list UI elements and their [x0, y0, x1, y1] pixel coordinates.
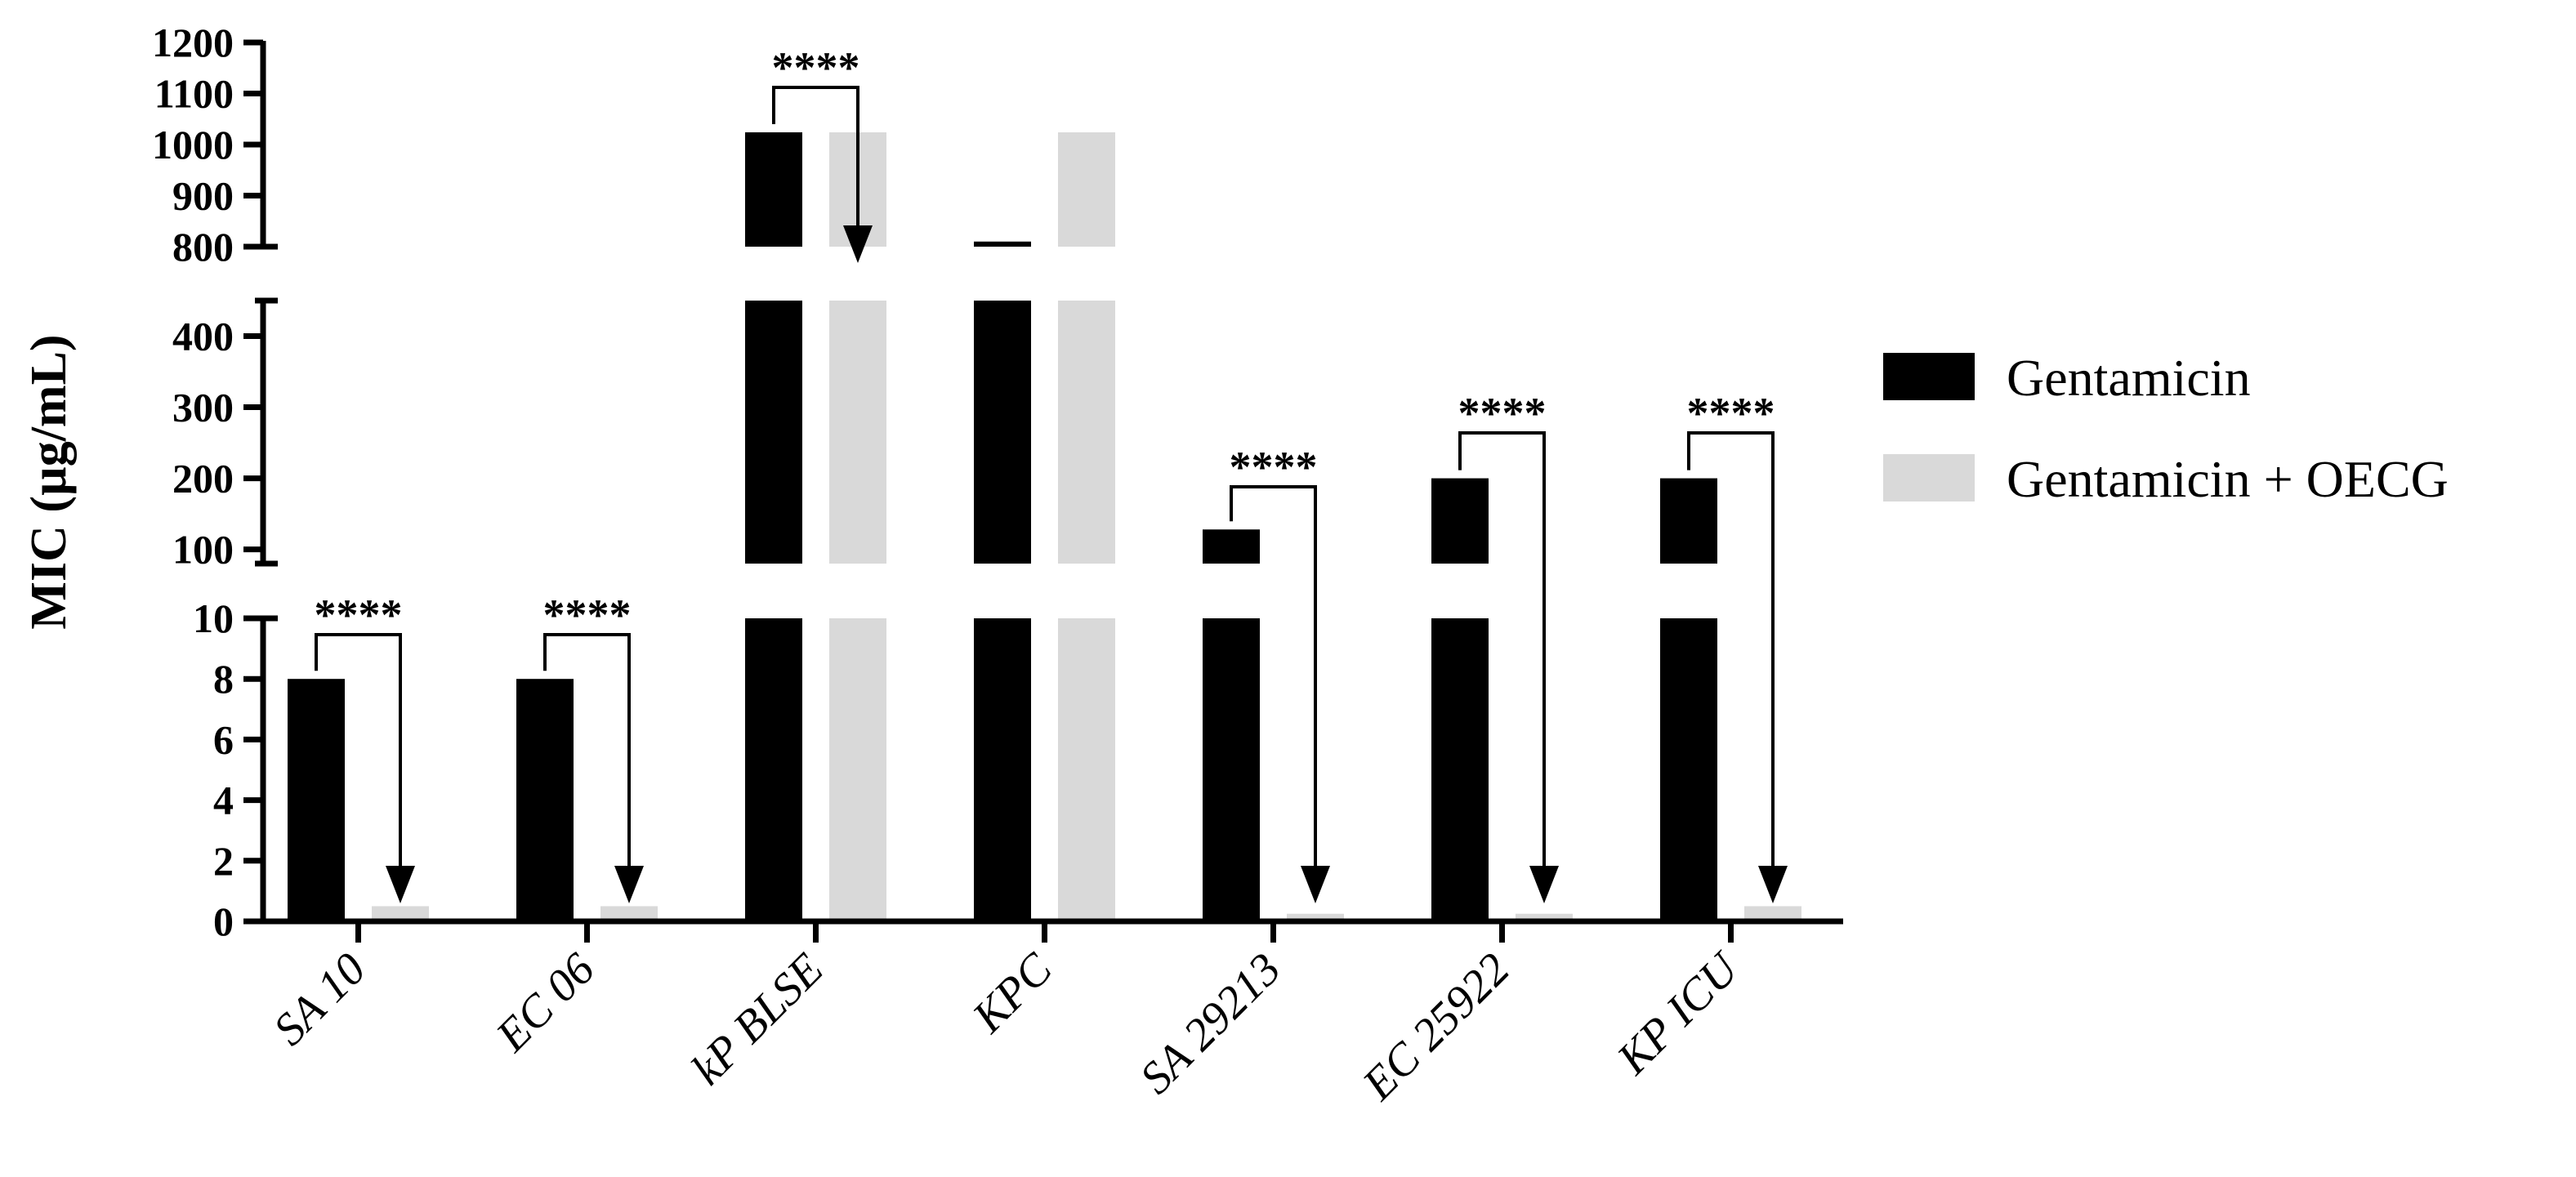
y-tick-label-8: 8 [213, 656, 234, 702]
y-tick-label-900: 900 [172, 173, 234, 219]
x-tick-label-4: SA 29213 [1131, 943, 1291, 1103]
bar-gentamicin-oecg-2 [829, 618, 886, 921]
y-tick-label-10: 10 [193, 595, 234, 641]
sig-bracket-0 [315, 633, 402, 871]
x-tick-label-1: EC 06 [486, 943, 605, 1062]
sig-bracket-1 [543, 633, 631, 871]
y-tick-label-300: 300 [172, 385, 234, 430]
significance: **** **** **** **** **** **** [315, 43, 1788, 903]
bar-gentamicin-3 [974, 618, 1031, 921]
bar-gentamicin-oecg-4 [1287, 913, 1344, 921]
y-tick-label-1100: 1100 [154, 71, 234, 117]
sig-arrowhead-6 [1758, 866, 1788, 903]
bar-gentamicin-6-seg1 [1660, 478, 1717, 564]
sig-label-0: **** [315, 591, 403, 640]
sig-bracket-2 [772, 86, 859, 230]
bar-gentamicin-6 [1660, 618, 1717, 921]
x-tick-label-3: KPC [962, 943, 1062, 1043]
legend-label-gentamicin-oecg: Gentamicin + OECG [2007, 450, 2449, 508]
sig-label-2: **** [772, 43, 860, 92]
x-tick-label-0: SA 10 [264, 943, 376, 1055]
sig-bracket-5 [1458, 431, 1546, 871]
bar-gentamicin-oecg-3 [1058, 618, 1115, 921]
legend-label-gentamicin: Gentamicin [2007, 349, 2251, 407]
y-tick-label-100: 100 [172, 527, 234, 573]
bar-gentamicin-4-seg1 [1203, 529, 1260, 564]
bar-gentamicin-4 [1203, 618, 1260, 921]
bar-gentamicin-oecg-5 [1516, 913, 1573, 921]
y-ticks: 0 2 4 6 8 10 100 200 300 400 800 900 1000 1100 1200 [152, 20, 263, 944]
bar-gentamicin-2-seg1 [745, 301, 802, 564]
sig-arrowhead-5 [1529, 866, 1559, 903]
bar-gentamicin-2-seg2 [745, 132, 802, 247]
x-tick-label-6: KP ICU [1607, 942, 1750, 1085]
legend: Gentamicin Gentamicin + OECG [1883, 349, 2449, 508]
bar-gentamicin-oecg-3-seg2 [1058, 132, 1115, 247]
x-categories: SA 10 EC 06 kP BLSE KPC SA 29213 EC 25922 KP I… [264, 921, 1750, 1110]
bar-gentamicin-oecg-0 [372, 906, 429, 921]
bar-gentamicin-0 [288, 679, 345, 921]
sig-bracket-4 [1230, 485, 1317, 871]
bar-gentamicin-5 [1431, 618, 1489, 921]
bar-gentamicin-oecg-6 [1744, 906, 1801, 921]
y-tick-label-2: 2 [213, 838, 234, 884]
bar-gentamicin-oecg-3-seg1 [1058, 301, 1115, 564]
sig-label-4: **** [1230, 443, 1318, 492]
x-tick-label-5: EC 25922 [1353, 943, 1520, 1110]
y-axis-title: MIC (µg/mL) [21, 334, 77, 629]
bar-gentamicin-oecg-1 [600, 906, 658, 921]
sig-label-5: **** [1458, 389, 1547, 438]
y-tick-label-6: 6 [213, 716, 234, 762]
y-tick-label-1000: 1000 [152, 122, 234, 167]
sig-arrowhead-1 [614, 866, 644, 903]
bar-gentamicin-2 [745, 618, 802, 921]
sig-arrowhead-4 [1301, 866, 1330, 903]
bar-gentamicin-3-seg1 [974, 301, 1031, 564]
sig-label-1: **** [543, 591, 632, 640]
sig-label-6: **** [1687, 389, 1775, 438]
legend-swatch-gentamicin-oecg [1883, 454, 1975, 502]
y-tick-label-400: 400 [172, 314, 234, 359]
bar-gentamicin-5-seg1 [1431, 478, 1489, 564]
y-tick-label-200: 200 [172, 456, 234, 502]
legend-swatch-gentamicin [1883, 353, 1975, 400]
sig-bracket-6 [1687, 431, 1775, 871]
x-tick-label-2: kP BLSE [682, 943, 833, 1095]
y-tick-label-800: 800 [172, 224, 234, 270]
y-tick-label-1200: 1200 [152, 20, 234, 65]
bars [288, 132, 1801, 921]
bar-gentamicin-oecg-2-seg1 [829, 301, 886, 564]
bar-gentamicin-1 [516, 679, 574, 921]
sig-arrowhead-0 [386, 866, 415, 903]
y-tick-label-0: 0 [213, 898, 234, 944]
sig-arrowhead-2 [843, 225, 873, 263]
y-tick-label-4: 4 [213, 778, 234, 823]
bar-gentamicin-3-seg2 [974, 241, 1031, 247]
